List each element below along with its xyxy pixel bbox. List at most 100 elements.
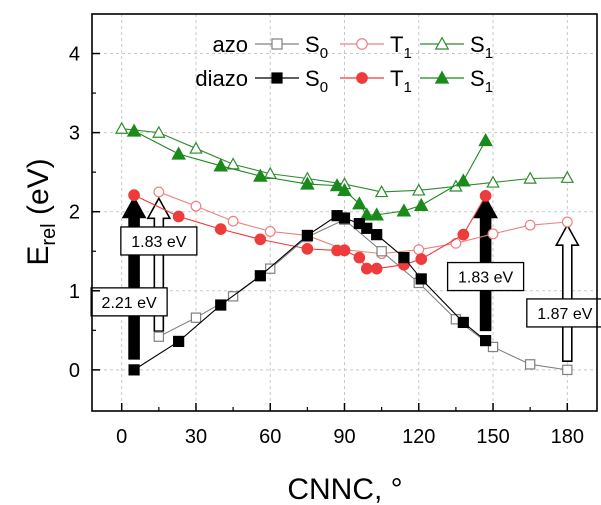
point-azo_S1 [226, 157, 240, 170]
point-azo_S1 [263, 166, 278, 179]
x-tick-label: 90 [333, 426, 355, 448]
point-diazo_T1 [370, 262, 383, 275]
legend-marker-diazo_S0 [271, 72, 283, 84]
point-diazo_S0 [457, 316, 469, 329]
point-diazo_T1 [214, 223, 227, 235]
annotation-box-1 [90, 287, 168, 317]
annotation-label-3: 1.87 eV [537, 306, 592, 323]
point-diazo_T1 [338, 244, 351, 257]
y-tick-label: 4 [69, 44, 80, 66]
legend-entry-sub: 1 [403, 45, 411, 62]
point-azo_S0 [376, 246, 387, 257]
legend-marker-azo_T1 [356, 38, 368, 50]
y-axis-label-main: E [22, 246, 55, 266]
legend-entry-diazo_S0: S0 [305, 66, 328, 96]
y-axis-label: Erel (eV) [22, 158, 60, 265]
point-diazo_S0 [128, 364, 140, 376]
legend-entry-azo_S0: S0 [305, 32, 328, 62]
point-diazo_S1 [413, 197, 429, 211]
annotation-box-0 [120, 226, 198, 256]
point-diazo_S1 [478, 133, 493, 147]
annotation-label-1: 2.21 eV [102, 295, 157, 312]
legend-entry-sub: 0 [320, 45, 328, 62]
point-azo_S1 [152, 125, 166, 138]
annotation-box-3 [526, 298, 601, 328]
legend-entry-sub: 1 [403, 79, 411, 96]
point-azo_S1 [411, 183, 426, 196]
series-line-azo_T1 [158, 191, 568, 255]
point-diazo_T1 [360, 262, 373, 275]
y-tick-label: 0 [69, 360, 80, 382]
point-azo_T1 [190, 200, 202, 212]
legend-entry-diazo_T1: T1 [390, 66, 412, 96]
y-tick-label: 3 [69, 123, 80, 145]
point-diazo_S1 [456, 173, 471, 187]
x-tick-label: 30 [185, 426, 207, 448]
point-azo_S1 [560, 170, 575, 183]
y-axis-label-unit: (eV) [22, 158, 55, 223]
legend-entry-sub: 0 [320, 79, 328, 96]
legend-group-label: azo [213, 32, 248, 57]
x-axis-label: CNNC, ° [287, 473, 402, 505]
point-diazo_S0 [254, 270, 266, 282]
point-diazo_S0 [371, 229, 383, 241]
legend-entry-main: S [305, 32, 320, 57]
annotation-label-2: 1.83 eV [458, 270, 513, 287]
legend-marker-diazo_T1 [356, 72, 368, 84]
series-line-azo_S0 [158, 218, 568, 371]
annotation-box-2 [446, 261, 525, 292]
y-tick-label: 1 [69, 281, 80, 303]
legend-entry-diazo_S1: S1 [470, 66, 493, 96]
x-tick-label: 150 [476, 426, 509, 448]
point-diazo_S1 [300, 176, 315, 190]
point-diazo_T1 [301, 243, 314, 255]
point-azo_S0 [524, 359, 536, 370]
legend-entry-sub: 1 [485, 45, 493, 62]
point-azo_T1 [413, 244, 425, 256]
point-azo_T1 [487, 228, 499, 240]
point-diazo_S1 [253, 168, 268, 182]
point-azo_T1 [153, 186, 165, 198]
legend-entry-azo_S1: S1 [470, 32, 493, 62]
point-azo_T1 [264, 226, 276, 237]
point-azo_T1 [561, 216, 573, 228]
point-azo_S0 [265, 263, 276, 274]
point-diazo_S0 [338, 212, 351, 224]
point-azo_S1 [114, 121, 129, 134]
transition-arrow-0 [121, 195, 147, 360]
point-diazo_S1 [359, 207, 375, 221]
y-tick-label: 2 [69, 202, 80, 224]
point-diazo_S1 [213, 158, 228, 172]
point-azo_S1 [374, 184, 389, 198]
point-diazo_T1 [172, 210, 185, 223]
annotations: 1.83 eV 2.21 eV 1.83 eV 1.87 eV [90, 226, 601, 328]
point-diazo_S0 [480, 335, 492, 347]
series-diazo_S1 [126, 123, 493, 221]
point-diazo_S0 [415, 273, 427, 285]
point-diazo_S0 [398, 251, 410, 264]
y-axis-label-sub: rel [38, 223, 60, 245]
series-diazo_T1 [128, 189, 492, 275]
legend-entry-main: S [305, 66, 320, 91]
point-diazo_S1 [369, 207, 384, 221]
point-diazo_S0 [301, 229, 313, 242]
point-diazo_S1 [126, 123, 142, 137]
point-diazo_S0 [173, 335, 185, 348]
legend-marker-diazo_S1 [434, 70, 450, 84]
legend-entry-main: T [390, 66, 403, 91]
transition-arrow-3 [554, 223, 580, 362]
legend-entry-sub: 1 [485, 79, 493, 96]
point-azo_S1 [486, 175, 500, 188]
point-diazo_S1 [171, 146, 186, 160]
point-diazo_T1 [128, 189, 140, 201]
point-diazo_T1 [254, 233, 267, 246]
legend-marker-azo_S0 [271, 38, 283, 50]
point-azo_S1 [523, 171, 537, 184]
legend-entry-azo_T1: T1 [390, 32, 412, 62]
point-azo_S0 [190, 312, 202, 323]
series-diazo_S0 [128, 210, 492, 376]
point-diazo_S0 [215, 299, 227, 311]
legend-entry-main: S [470, 66, 485, 91]
legend-entry-main: S [470, 32, 485, 57]
